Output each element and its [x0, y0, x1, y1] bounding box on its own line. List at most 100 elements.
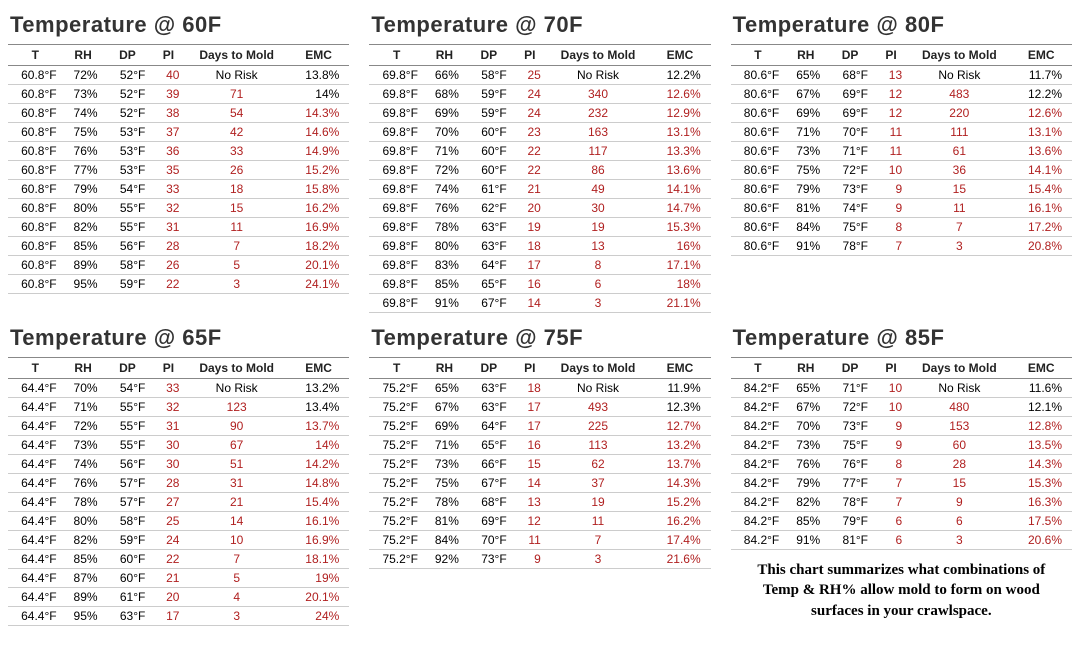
cell-t: 64.4°F [8, 417, 63, 436]
panel-0: Temperature @ 60FTRHDPPIDays to MoldEMC6… [8, 8, 349, 313]
cell-dp: 68°F [465, 493, 513, 512]
cell-rh: 72% [424, 161, 465, 180]
cell-dp: 68°F [826, 66, 874, 85]
table-row: 75.2°F71%65°F1611313.2% [369, 436, 710, 455]
cell-dp: 60°F [465, 142, 513, 161]
table-row: 80.6°F91%78°F7320.8% [731, 237, 1072, 256]
table-row: 69.8°F68%59°F2434012.6% [369, 85, 710, 104]
cell-mold: 5 [185, 569, 287, 588]
cell-pi: 17 [513, 256, 547, 275]
cell-pi: 24 [513, 104, 547, 123]
cell-pi: 9 [874, 417, 908, 436]
col-header: T [731, 358, 786, 379]
table-row: 60.8°F85%56°F28718.2% [8, 237, 349, 256]
cell-dp: 63°F [465, 398, 513, 417]
cell-t: 64.4°F [8, 512, 63, 531]
cell-t: 80.6°F [731, 142, 786, 161]
cell-pi: 33 [151, 379, 185, 398]
cell-pi: 21 [151, 569, 185, 588]
cell-emc: 19% [288, 569, 349, 588]
cell-mold: 340 [547, 85, 649, 104]
cell-pi: 9 [874, 199, 908, 218]
cell-mold: 7 [185, 550, 287, 569]
table-row: 84.2°F82%78°F7916.3% [731, 493, 1072, 512]
cell-pi: 17 [513, 417, 547, 436]
cell-rh: 68% [424, 85, 465, 104]
table-row: 64.4°F82%59°F241016.9% [8, 531, 349, 550]
cell-t: 64.4°F [8, 569, 63, 588]
cell-t: 84.2°F [731, 379, 786, 398]
panel-title: Temperature @ 70F [371, 12, 710, 38]
cell-rh: 95% [63, 275, 104, 294]
table-row: 75.2°F84%70°F11717.4% [369, 531, 710, 550]
table-row: 60.8°F77%53°F352615.2% [8, 161, 349, 180]
cell-t: 80.6°F [731, 180, 786, 199]
cell-pi: 22 [513, 142, 547, 161]
cell-mold: 3 [908, 237, 1010, 256]
cell-pi: 12 [874, 85, 908, 104]
table-row: 80.6°F81%74°F91116.1% [731, 199, 1072, 218]
table-row: 84.2°F70%73°F915312.8% [731, 417, 1072, 436]
cell-pi: 40 [151, 66, 185, 85]
cell-emc: 16% [649, 237, 710, 256]
cell-mold: 31 [185, 474, 287, 493]
cell-rh: 91% [785, 531, 826, 550]
cell-pi: 28 [151, 474, 185, 493]
cell-pi: 18 [513, 379, 547, 398]
table-row: 69.8°F85%65°F16618% [369, 275, 710, 294]
cell-pi: 9 [874, 436, 908, 455]
cell-dp: 56°F [104, 237, 152, 256]
cell-t: 60.8°F [8, 142, 63, 161]
cell-pi: 11 [874, 123, 908, 142]
cell-mold: 62 [547, 455, 649, 474]
cell-dp: 53°F [104, 123, 152, 142]
cell-t: 75.2°F [369, 493, 424, 512]
cell-t: 60.8°F [8, 218, 63, 237]
table-row: 84.2°F91%81°F6320.6% [731, 531, 1072, 550]
cell-rh: 74% [63, 104, 104, 123]
cell-rh: 79% [785, 180, 826, 199]
cell-rh: 65% [785, 379, 826, 398]
cell-emc: 12.1% [1011, 398, 1072, 417]
table-row: 80.6°F73%71°F116113.6% [731, 142, 1072, 161]
cell-t: 60.8°F [8, 85, 63, 104]
table-row: 64.4°F85%60°F22718.1% [8, 550, 349, 569]
cell-emc: 17.5% [1011, 512, 1072, 531]
col-header: RH [785, 358, 826, 379]
cell-pi: 22 [513, 161, 547, 180]
table-row: 80.6°F75%72°F103614.1% [731, 161, 1072, 180]
cell-mold: 54 [185, 104, 287, 123]
cell-mold: 42 [185, 123, 287, 142]
cell-emc: 13.7% [649, 455, 710, 474]
cell-mold: 123 [185, 398, 287, 417]
cell-rh: 80% [424, 237, 465, 256]
table-row: 75.2°F78%68°F131915.2% [369, 493, 710, 512]
cell-t: 84.2°F [731, 531, 786, 550]
cell-mold: 3 [547, 550, 649, 569]
cell-rh: 71% [63, 398, 104, 417]
table-row: 60.8°F80%55°F321516.2% [8, 199, 349, 218]
cell-mold: 13 [547, 237, 649, 256]
cell-emc: 11.7% [1011, 66, 1072, 85]
cell-pi: 25 [151, 512, 185, 531]
cell-rh: 75% [424, 474, 465, 493]
cell-rh: 70% [424, 123, 465, 142]
col-header: Days to Mold [908, 45, 1010, 66]
cell-pi: 10 [874, 161, 908, 180]
col-header: PI [874, 358, 908, 379]
cell-rh: 74% [63, 455, 104, 474]
cell-t: 60.8°F [8, 123, 63, 142]
cell-emc: 14.6% [288, 123, 349, 142]
table-row: 84.2°F79%77°F71515.3% [731, 474, 1072, 493]
cell-t: 60.8°F [8, 275, 63, 294]
cell-mold: 15 [185, 199, 287, 218]
table-row: 75.2°F81%69°F121116.2% [369, 512, 710, 531]
col-header: Days to Mold [547, 45, 649, 66]
cell-pi: 28 [151, 237, 185, 256]
cell-mold: 36 [908, 161, 1010, 180]
cell-emc: 24% [288, 607, 349, 626]
cell-rh: 67% [424, 398, 465, 417]
cell-t: 64.4°F [8, 398, 63, 417]
cell-t: 64.4°F [8, 474, 63, 493]
cell-mold: 111 [908, 123, 1010, 142]
